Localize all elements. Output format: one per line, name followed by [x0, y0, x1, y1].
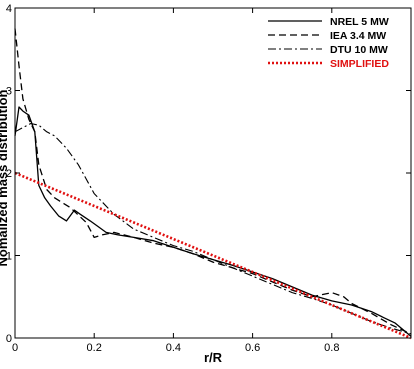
- series-line-3: [14, 171, 412, 340]
- legend: NREL 5 MW IEA 3.4 MW DTU 10 MW SIMPLIFIED: [268, 16, 389, 70]
- x-axis-label: r/R: [204, 350, 223, 365]
- y-tick-label: 1: [6, 251, 12, 263]
- y-axis-label: Nomalized mass distribution: [0, 89, 10, 266]
- legend-label-3: SIMPLIFIED: [330, 58, 389, 70]
- x-tick-label: 0.4: [166, 342, 181, 354]
- y-tick-label: 4: [6, 3, 12, 15]
- series-line-2: [14, 122, 412, 335]
- y-tick-label: 3: [6, 86, 12, 98]
- y-tick-label: 2: [6, 168, 12, 180]
- legend-label-2: DTU 10 MW: [330, 44, 388, 56]
- series-line-0: [14, 106, 412, 337]
- series-layer: [14, 28, 412, 340]
- x-tick-label: 0.6: [245, 342, 260, 354]
- legend-label-1: IEA 3.4 MW: [330, 30, 386, 42]
- x-tick-label: 0.2: [87, 342, 102, 354]
- x-tick-label: 0: [12, 342, 18, 354]
- legend-label-0: NREL 5 MW: [330, 16, 389, 28]
- y-tick-label: 0: [6, 333, 12, 345]
- ticks-layer: 0 0.2 0.4 0.6 0.8 0 1 2 3 4: [6, 3, 411, 354]
- x-tick-label: 0.8: [324, 342, 339, 354]
- series-line-1: [14, 28, 412, 335]
